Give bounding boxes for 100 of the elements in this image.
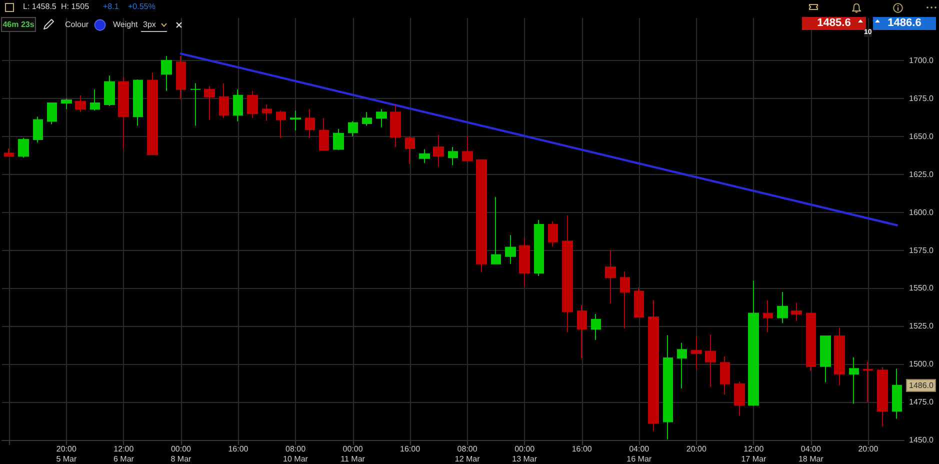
candlestick xyxy=(104,75,115,107)
candlestick xyxy=(806,312,816,372)
candlestick xyxy=(219,82,229,119)
text: +8.1 xyxy=(103,2,119,12)
y-tick-label: 1700.0 xyxy=(909,56,934,66)
candlestick xyxy=(462,136,473,163)
annotation: Colour xyxy=(65,20,89,30)
candlestick xyxy=(276,110,286,138)
candlestick xyxy=(61,98,72,110)
candlestick xyxy=(863,361,873,403)
candlestick xyxy=(648,300,659,432)
candlestick xyxy=(677,342,687,389)
candlestick xyxy=(390,104,401,148)
candlestick xyxy=(591,314,601,340)
x-tick-label: 00:00 11 Mar xyxy=(340,444,366,464)
candlestick xyxy=(820,336,831,383)
candlestick xyxy=(534,219,544,277)
x-tick-label: 12:00 17 Mar xyxy=(741,444,766,464)
candlestick xyxy=(691,336,702,370)
candlestick xyxy=(505,234,516,264)
text: +0.55% xyxy=(128,2,156,12)
candlestick xyxy=(748,280,759,406)
candlestick xyxy=(705,334,716,388)
candlestick xyxy=(448,146,458,166)
annotation: 1486.6 xyxy=(873,17,936,30)
candlestick xyxy=(319,118,329,151)
annotation: 1485.6 xyxy=(802,17,866,30)
x-tick-label: 20:00 5 Mar xyxy=(56,444,77,464)
candlestick xyxy=(562,214,573,333)
candlestick xyxy=(777,291,788,324)
candlestick xyxy=(419,148,430,164)
candlestick xyxy=(892,368,902,420)
y-tick-label: 1500.0 xyxy=(909,360,934,369)
candlestick xyxy=(763,300,773,333)
candlestick xyxy=(47,102,57,125)
candlestick xyxy=(333,128,344,151)
candlestick xyxy=(305,108,315,138)
candlestick xyxy=(834,327,845,386)
x-tick-label: 00:00 13 Mar xyxy=(512,444,538,464)
candlestick xyxy=(577,304,587,359)
candlestick xyxy=(634,286,644,318)
candlestick xyxy=(877,366,888,427)
annotation: 3px xyxy=(143,20,156,30)
annotation: Weight xyxy=(113,20,138,30)
candlestick xyxy=(476,158,487,273)
candlestick xyxy=(90,88,100,112)
candlestick xyxy=(791,302,802,322)
candlestick xyxy=(18,137,29,158)
x-tick-label: 04:00 18 Mar xyxy=(798,444,824,464)
candlestick xyxy=(290,110,301,131)
y-tick-label: 1600.0 xyxy=(909,208,934,217)
x-tick-label: 20:00 xyxy=(858,444,879,454)
y-tick-label: 1475.0 xyxy=(909,398,934,407)
x-tick-label: 16:00 xyxy=(572,444,592,454)
candlestick xyxy=(33,116,43,143)
candlestick xyxy=(4,148,14,157)
candlestick xyxy=(204,86,215,120)
text: L: 1458.5 xyxy=(23,2,56,12)
x-tick-label: 08:00 10 Mar xyxy=(283,444,308,464)
candlestick xyxy=(161,55,172,92)
x-tick-label: 16:00 xyxy=(228,444,249,454)
x-tick-label: 08:00 12 Mar xyxy=(454,444,480,464)
candlestick xyxy=(376,108,387,128)
candlestick xyxy=(433,134,444,168)
x-tick-label: 00:00 8 Mar xyxy=(170,444,192,464)
candlestick xyxy=(620,271,630,329)
y-tick-label: 1575.0 xyxy=(909,246,934,255)
y-tick-label: 1525.0 xyxy=(909,322,934,331)
candlestick xyxy=(133,78,143,126)
x-tick-label: 04:00 16 Mar xyxy=(626,444,652,464)
candlestick xyxy=(362,112,372,126)
annotation: 46m 23s xyxy=(1,17,36,32)
candlestick xyxy=(663,334,673,440)
x-tick-label: 12:00 6 Mar xyxy=(113,444,134,464)
candlestick xyxy=(519,238,530,286)
y-tick-label: 1625.0 xyxy=(909,170,934,179)
x-tick-label: 16:00 xyxy=(400,444,421,454)
candlestick xyxy=(548,220,558,247)
candlestick xyxy=(118,76,129,150)
candlestick xyxy=(75,94,86,113)
candlestick xyxy=(720,356,730,395)
y-tick-label: 1550.0 xyxy=(909,284,934,293)
candlestick xyxy=(233,88,243,122)
candlestick xyxy=(734,381,745,416)
candlestick xyxy=(605,250,616,304)
candlestick xyxy=(147,72,158,156)
candlestick xyxy=(176,55,186,100)
candlestick xyxy=(491,196,501,264)
candlestick xyxy=(849,356,859,404)
y-tick-label: 1675.0 xyxy=(909,94,934,103)
x-tick-label: 20:00 xyxy=(686,444,707,454)
candlestick xyxy=(405,136,415,164)
annotation: 1486.0 xyxy=(906,379,936,392)
candlestick xyxy=(262,104,272,121)
candlestick xyxy=(247,90,258,119)
y-tick-label: 1650.0 xyxy=(909,132,934,141)
y-tick-label: 1450.0 xyxy=(909,436,934,444)
text: H: 1505 xyxy=(61,2,90,12)
candlestick xyxy=(348,120,358,137)
candlestick xyxy=(190,82,201,126)
